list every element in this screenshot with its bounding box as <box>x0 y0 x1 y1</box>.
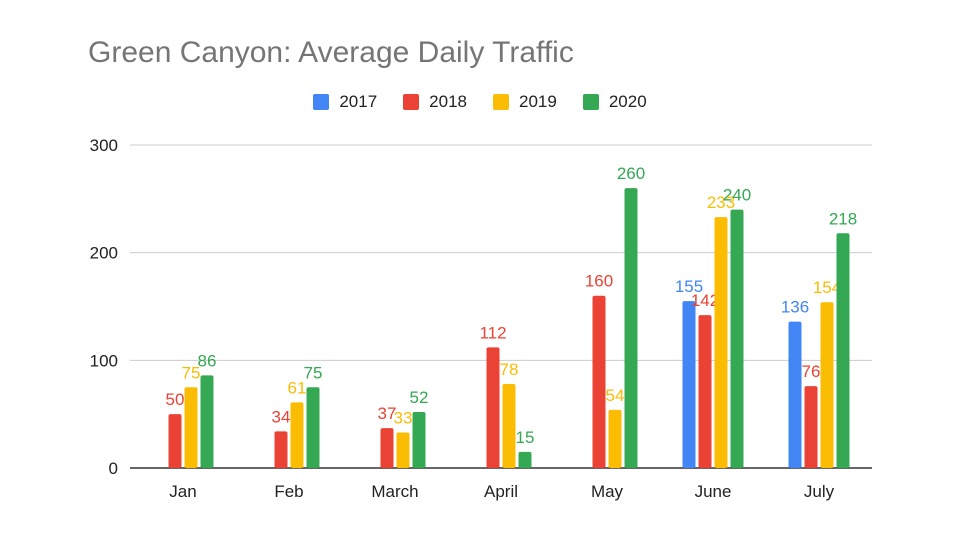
data-label-2017-July: 136 <box>781 298 809 317</box>
x-tick-label: Feb <box>274 482 303 501</box>
data-label-2019-March: 33 <box>394 408 413 427</box>
bar-2018-March <box>380 428 394 468</box>
y-tick-label: 200 <box>90 244 118 263</box>
data-label-2017-June: 155 <box>675 277 703 296</box>
legend-label: 2019 <box>519 92 557 111</box>
data-label-2020-June: 240 <box>723 186 751 205</box>
bar-2020-July <box>836 233 850 468</box>
bar-2020-March <box>412 412 426 468</box>
bar-2018-July <box>804 386 818 468</box>
data-label-2020-March: 52 <box>410 388 429 407</box>
bar-2020-Jan <box>200 375 214 468</box>
legend-item-2019: 2019 <box>493 92 557 112</box>
bar-2019-June <box>714 217 728 468</box>
bar-2020-June <box>730 209 744 468</box>
y-tick-label: 100 <box>90 351 118 370</box>
data-label-2018-July: 76 <box>802 362 821 381</box>
bar-2018-April <box>486 347 500 468</box>
x-tick-label: June <box>695 482 732 501</box>
bar-2017-June <box>682 301 696 468</box>
data-label-2019-Feb: 61 <box>288 378 307 397</box>
legend-item-2020: 2020 <box>582 92 647 112</box>
bar-2020-Feb <box>306 387 320 468</box>
y-tick-label: 0 <box>109 459 118 478</box>
data-label-2018-March: 37 <box>378 404 397 423</box>
bar-2017-July <box>788 321 802 468</box>
x-tick-label: April <box>484 482 518 501</box>
data-label-2019-April: 78 <box>500 360 519 379</box>
bar-2018-Jan <box>168 414 182 468</box>
bar-2018-May <box>592 295 606 468</box>
data-label-2020-Jan: 86 <box>198 351 217 370</box>
chart-title: Green Canyon: Average Daily Traffic <box>88 36 574 69</box>
y-tick-label: 300 <box>90 136 118 155</box>
legend-swatch-2017 <box>313 94 330 110</box>
bar-2019-May <box>608 409 622 468</box>
bar-2019-April <box>502 384 516 468</box>
bar-2019-July <box>820 302 834 468</box>
bar-2019-Feb <box>290 402 304 468</box>
bar-2020-May <box>624 188 638 469</box>
bar-2019-Jan <box>184 387 198 468</box>
data-label-2020-April: 15 <box>516 428 535 447</box>
data-label-2020-May: 260 <box>617 164 645 183</box>
legend-label: 2017 <box>339 92 378 111</box>
legend-label: 2018 <box>429 92 467 111</box>
data-label-2018-Feb: 34 <box>272 407 291 426</box>
x-tick-label: March <box>371 482 418 501</box>
legend-swatch-2019 <box>493 94 509 110</box>
data-label-2019-Jan: 75 <box>182 363 201 382</box>
x-tick-label: July <box>804 482 835 501</box>
legend-swatch-2018 <box>403 94 420 110</box>
bar-2018-Feb <box>274 431 288 468</box>
data-label-2019-June: 233 <box>707 193 735 212</box>
bar-2020-April <box>518 451 532 468</box>
data-label-2018-April: 112 <box>479 323 506 342</box>
data-label-2020-July: 218 <box>829 209 857 228</box>
legend-label: 2020 <box>608 92 647 111</box>
x-tick-label: Jan <box>169 482 196 501</box>
data-label-2018-May: 160 <box>585 272 613 291</box>
data-label-2019-July: 154 <box>813 278 841 297</box>
bar-2018-June <box>698 315 712 468</box>
data-label-2018-Jan: 50 <box>166 390 185 409</box>
x-tick-label: May <box>591 482 624 501</box>
bar-2019-March <box>396 432 410 468</box>
legend-item-2017: 2017 <box>313 92 377 112</box>
data-label-2020-Feb: 75 <box>304 363 323 382</box>
legend-item-2018: 2018 <box>403 92 467 112</box>
data-label-2018-June: 142 <box>691 291 719 310</box>
chart-legend: 2017 2018 2019 2020 <box>0 92 960 112</box>
data-label-2019-May: 54 <box>606 386 625 405</box>
legend-swatch-2020 <box>582 94 599 110</box>
